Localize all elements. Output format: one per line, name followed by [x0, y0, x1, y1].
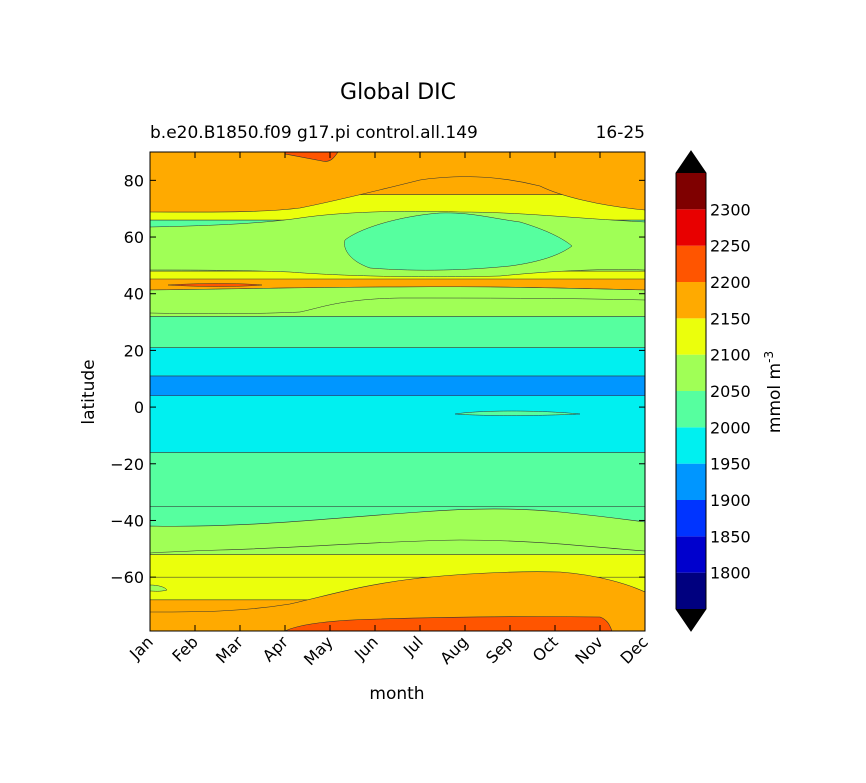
contour-north-2200-blob	[284, 152, 339, 162]
contour-south-2150-dome	[150, 571, 645, 631]
y-tick-label: −40	[110, 511, 144, 530]
colorbar-tick-label: 1900	[710, 491, 751, 510]
colorbar-label-text: mmol m	[765, 363, 785, 433]
x-tick-label: Feb	[168, 632, 201, 665]
x-axis-label: month	[369, 684, 424, 704]
x-tick-label: Sep	[482, 632, 517, 667]
colorbar-band	[676, 209, 706, 246]
contour-south-2050-blob	[150, 584, 168, 592]
plot-frame	[149, 151, 646, 632]
y-tick-label: 80	[124, 171, 144, 190]
colorbar-band	[676, 427, 706, 464]
contour-band	[150, 347, 645, 377]
contour-south-2200-band	[284, 616, 613, 631]
contour-equator-2000-blob	[454, 410, 581, 416]
y-tick-label: 0	[134, 398, 144, 417]
x-tick-label: Jan	[125, 632, 157, 664]
colorbar-tick-label: 2200	[710, 273, 751, 292]
contour-band	[150, 452, 645, 507]
x-tick-label: Jun	[350, 632, 382, 664]
x-tick-label: May	[300, 632, 337, 669]
colorbar-band	[676, 536, 706, 573]
chart-title: Global DIC	[340, 80, 456, 105]
y-tick-label: 60	[124, 228, 144, 247]
y-tick-label: 20	[124, 341, 144, 360]
colorbar-tick-label: 2150	[710, 309, 751, 328]
x-tick-label: Nov	[571, 632, 607, 668]
colorbar-tick-label: 2000	[710, 418, 751, 437]
x-tick-label: Jul	[399, 632, 427, 660]
y-tick-label: −20	[110, 455, 144, 474]
contour-south-2050-edge	[150, 508, 645, 554]
x-tick-label: Dec	[616, 632, 651, 667]
colorbar-tick-label: 2100	[710, 346, 751, 365]
colorbar-tick-label: 1950	[710, 455, 751, 474]
colorbar-band	[676, 572, 706, 609]
chart-subtitle-case: b.e20.B1850.f09 g17.pi control.all.149	[150, 123, 478, 143]
colorbar-tick-label: 2250	[710, 237, 751, 256]
colorbar: 1800 1850 1900 1950 2000 2050 2100 2150 2200 2250…	[675, 150, 751, 632]
x-tick-label: Oct	[529, 632, 562, 665]
x-tick-label: Mar	[212, 632, 247, 667]
colorbar-tick-label: 1800	[710, 564, 751, 583]
colorbar-band	[676, 463, 706, 500]
y-tick-label: 40	[124, 285, 144, 304]
chart-subtitle-years: 16-25	[596, 123, 645, 143]
contour-band	[150, 316, 645, 348]
colorbar-band	[676, 173, 706, 210]
y-axis: 80 60 40 20 0 −20 −40 −60	[110, 171, 645, 587]
contour-band	[150, 395, 645, 453]
contour-north-2150-arc	[150, 152, 645, 213]
contour-north-2000-region	[344, 212, 573, 271]
x-tick-label: Apr	[259, 632, 292, 665]
colorbar-band	[676, 318, 706, 355]
colorbar-tick-label: 2300	[710, 200, 751, 219]
contour-band	[150, 375, 645, 397]
y-axis-label: latitude	[79, 359, 99, 424]
contour-40n-2050-edge	[150, 286, 645, 314]
contour-features	[150, 152, 645, 631]
colorbar-label-exponent: -3	[762, 351, 776, 363]
colorbar-band	[676, 500, 706, 537]
x-tick-label: Aug	[436, 632, 472, 668]
colorbar-band	[676, 245, 706, 282]
colorbar-tick-label: 2050	[710, 382, 751, 401]
colorbar-label: mmol m-3	[762, 351, 785, 433]
colorbar-band	[676, 282, 706, 319]
colorbar-extend-max	[676, 151, 706, 173]
colorbar-tick-label: 1850	[710, 527, 751, 546]
colorbar-band	[676, 354, 706, 391]
contour-40n-2200-streak	[167, 283, 263, 287]
contour-plot-area	[150, 152, 645, 631]
y-tick-label: −60	[110, 568, 144, 587]
colorbar-extend-min	[676, 609, 706, 631]
colorbar-frame	[675, 150, 707, 632]
colorbar-band	[676, 391, 706, 428]
